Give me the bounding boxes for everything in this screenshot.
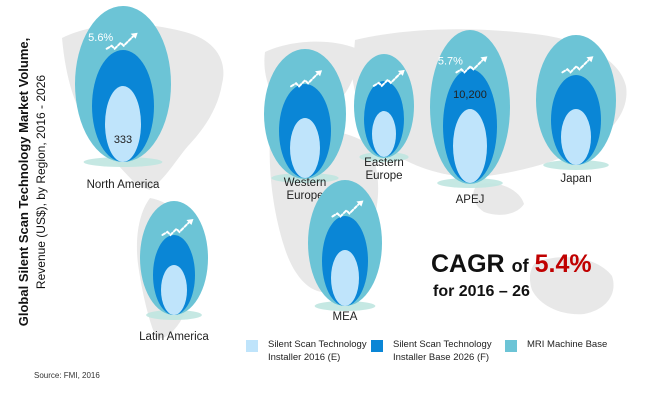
region-label: Japan (560, 173, 591, 185)
value-label: 10,200 (453, 89, 487, 101)
region-latin-america: Latin America (139, 201, 209, 343)
region-apej: 5.7% 10,200 APEJ (430, 30, 510, 206)
growth-arrow-icon (105, 35, 134, 51)
installer-2016-ellipse (290, 118, 320, 178)
cagr-value: 5.4% (535, 250, 592, 278)
installer-2016-ellipse (372, 111, 396, 157)
legend-label: Silent Scan Technology (393, 339, 492, 350)
installer-2016-ellipse (105, 86, 141, 162)
arrow-head-icon (397, 69, 405, 76)
legend-label: Silent Scan Technology (268, 339, 367, 350)
cagr-callout: CAGR of 5.4% for 2016 – 26 (431, 250, 592, 300)
source-text: Source: FMI, 2016 (34, 371, 100, 380)
legend-swatch (505, 340, 517, 352)
region-label: Europe (365, 170, 402, 182)
legend-item-1: Silent Scan Technology Installer 2016 (E) (246, 339, 367, 363)
cagr-period: for 2016 – 26 (433, 283, 530, 300)
legend-label: MRI Machine Base (527, 339, 607, 350)
region-japan: Japan (536, 35, 616, 185)
region-label: Eastern (364, 157, 404, 169)
legend-swatch (371, 340, 383, 352)
growth-arrow-icon (372, 72, 401, 88)
arrow-head-icon (130, 32, 138, 39)
region-mea: MEA (308, 180, 382, 323)
growth-rate-label: 5.6% (88, 32, 113, 44)
legend-swatch (246, 340, 258, 352)
y-axis-title: Global Silent Scan Technology Market Vol… (16, 38, 48, 326)
arrow-head-icon (315, 70, 323, 77)
chart-title: Global Silent Scan Technology Market Vol… (16, 38, 31, 326)
legend: Silent Scan Technology Installer 2016 (E)… (246, 339, 607, 363)
chart-subtitle: Revenue (US$), by Region, 2016 - 2026 (34, 75, 48, 289)
growth-arrow-icon (161, 221, 190, 237)
installer-2016-ellipse (331, 250, 359, 306)
arrow-head-icon (356, 200, 364, 207)
installer-2016-ellipse (561, 109, 591, 165)
legend-item-3: MRI Machine Base (505, 339, 607, 352)
growth-rate-label: 5.7% (438, 55, 463, 67)
region-label: Latin America (139, 331, 209, 343)
region-label: Western (284, 177, 327, 189)
legend-label: Installer 2016 (E) (268, 352, 340, 363)
growth-arrow-icon (455, 59, 484, 74)
value-label: 333 (114, 134, 132, 146)
arrow-head-icon (480, 56, 488, 63)
installer-2016-ellipse (161, 265, 187, 315)
cagr-word: CAGR (431, 250, 505, 278)
legend-item-2: Silent Scan Technology Installer Base 202… (371, 339, 492, 363)
region-label: MEA (333, 311, 358, 323)
installer-2016-ellipse (453, 109, 487, 183)
cagr-of: of (512, 256, 530, 276)
region-label: APEJ (456, 194, 485, 206)
growth-arrow-icon (331, 203, 360, 218)
cagr-headline: CAGR of 5.4% (431, 250, 592, 278)
growth-arrow-icon (561, 59, 590, 74)
legend-label: Installer Base 2026 (F) (393, 352, 489, 363)
growth-arrow-icon (290, 73, 319, 88)
arrow-head-icon (586, 56, 594, 63)
region-label: North America (87, 179, 160, 191)
region-north-america: 5.6% 333 North America (75, 6, 171, 191)
region-label: Europe (286, 190, 323, 202)
source-note: Source: FMI, 2016 (34, 371, 100, 380)
arrow-head-icon (186, 218, 194, 225)
